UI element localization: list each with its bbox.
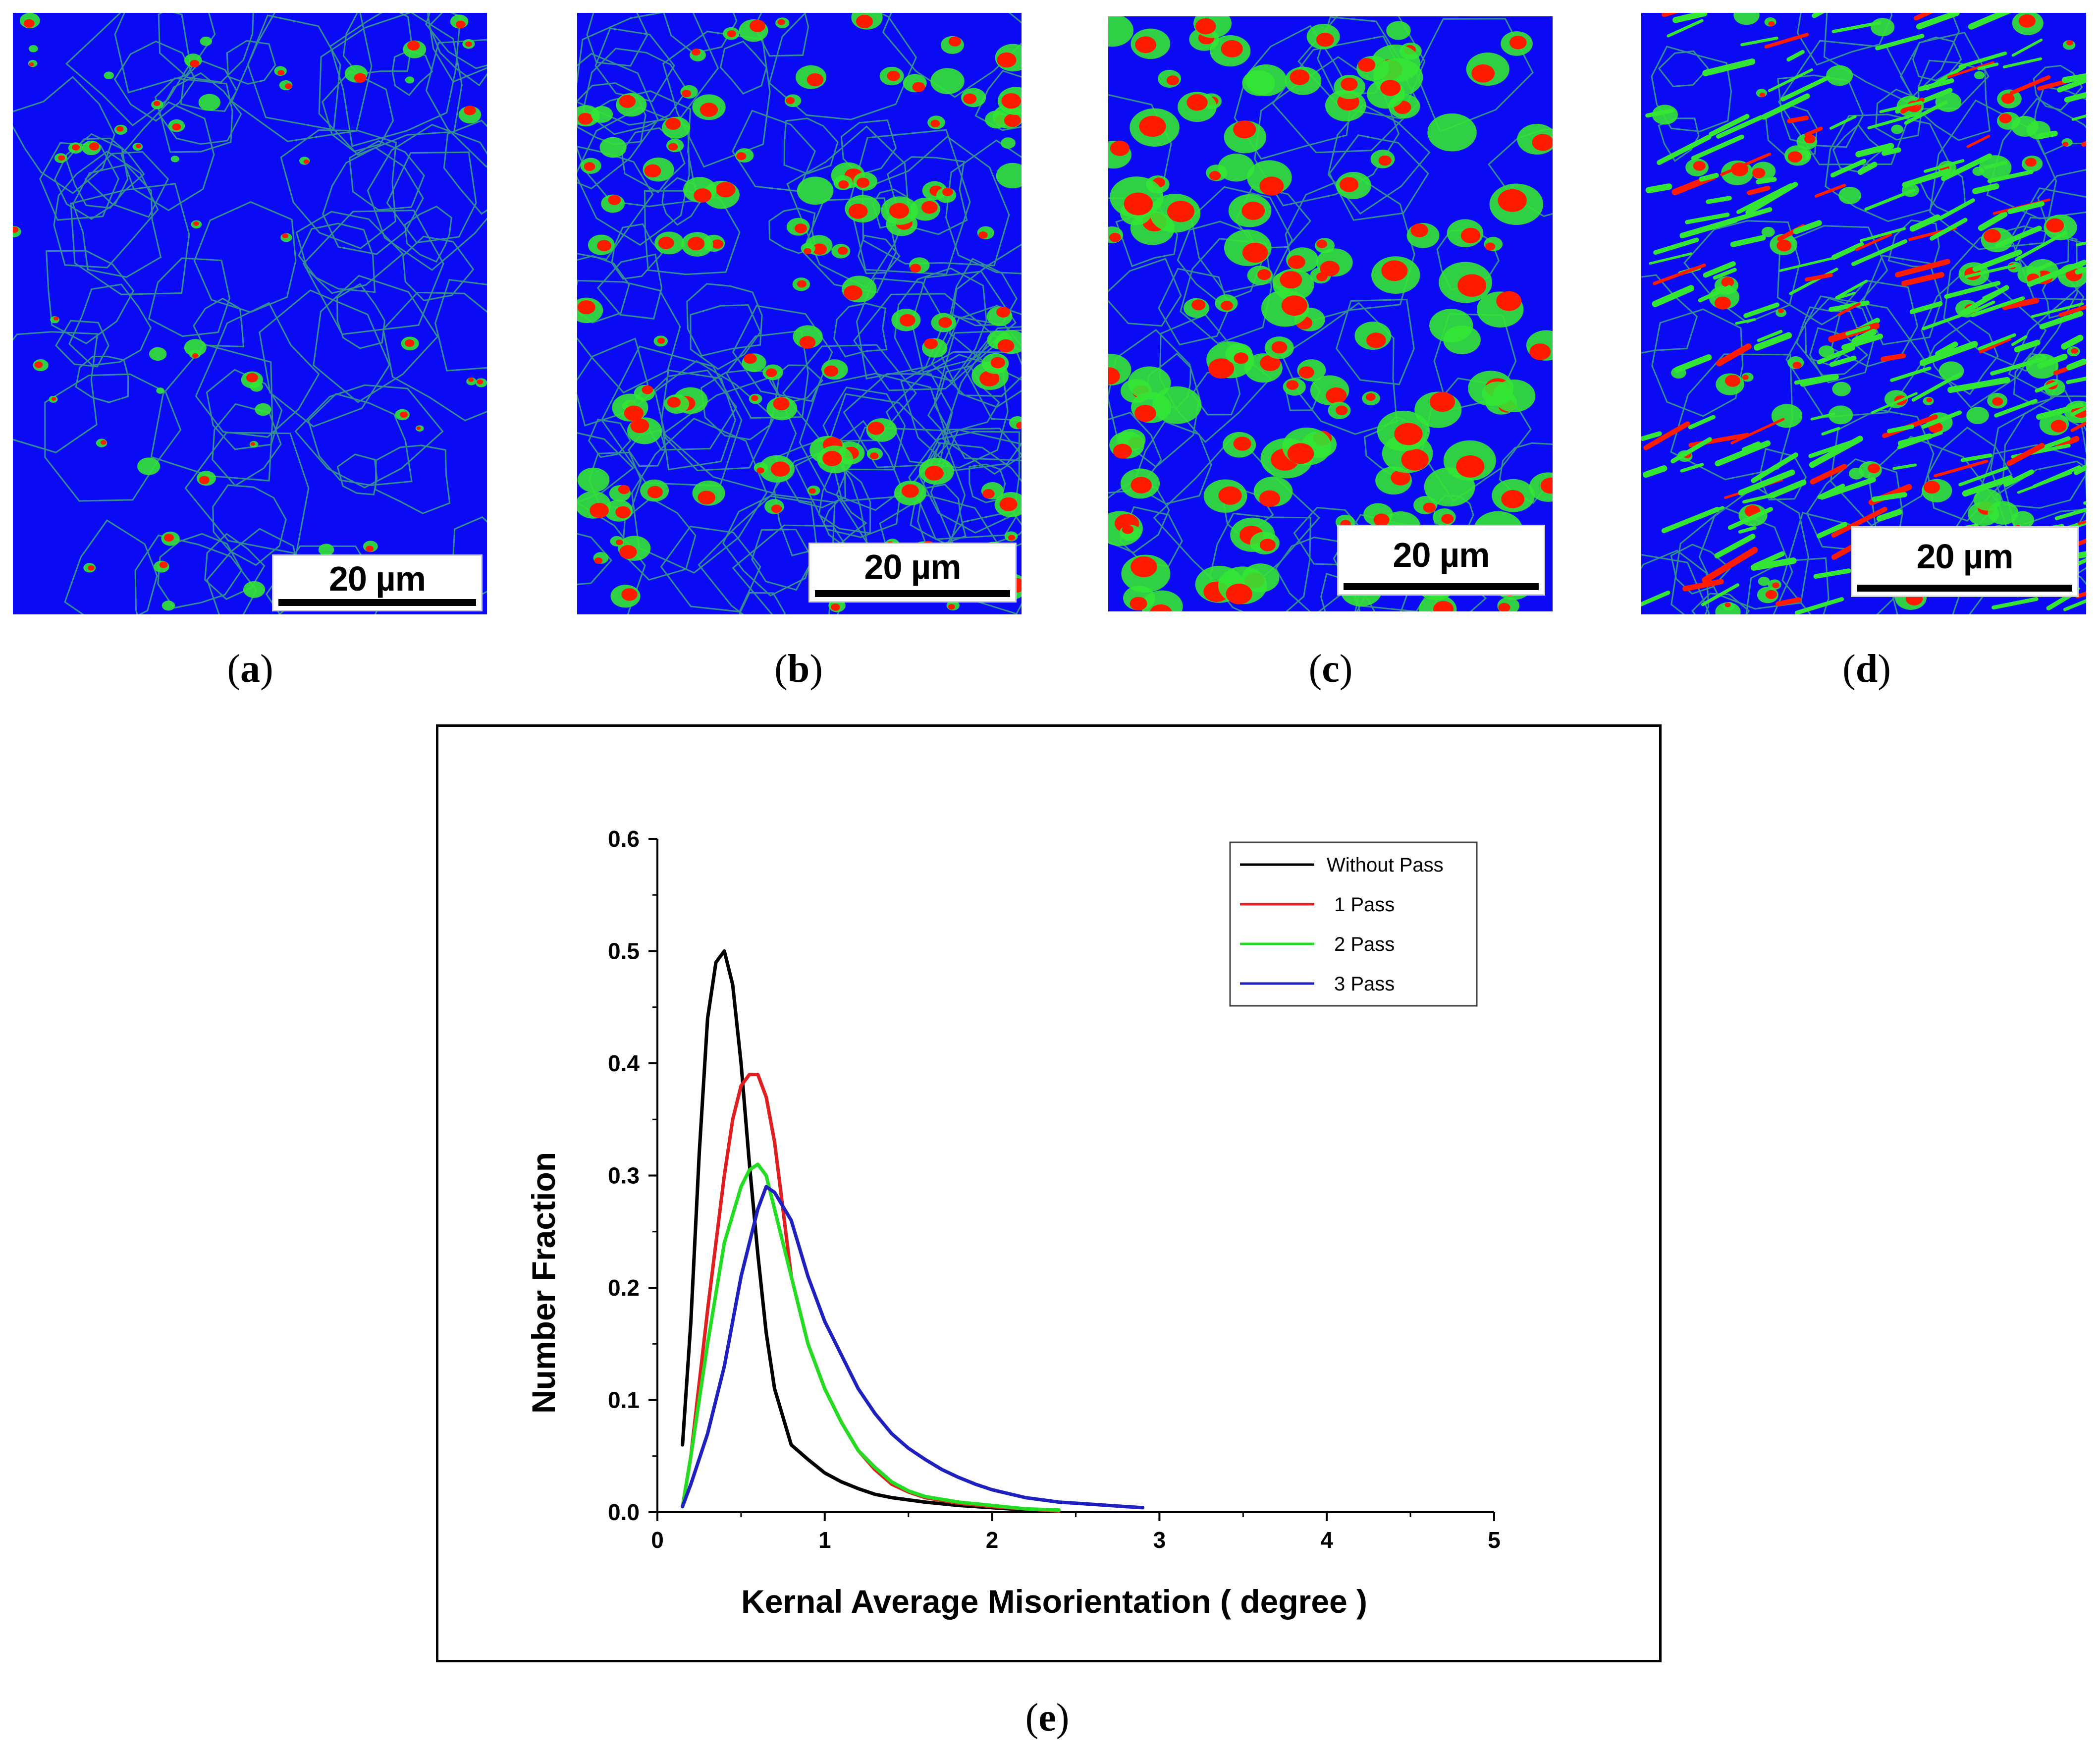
legend-box <box>1229 841 1478 1007</box>
x-tick-label: 0 <box>651 1527 664 1553</box>
ebsd-map-d <box>1641 13 2086 614</box>
x-tick-label: 1 <box>818 1527 831 1553</box>
scale-bar-line <box>815 590 1010 597</box>
legend-label: 2 Pass <box>1334 933 1395 955</box>
series-line-2-pass <box>681 1162 1061 1512</box>
ebsd-map-d-texture <box>1641 13 2086 614</box>
y-tick-label: 0.1 <box>608 1387 640 1413</box>
x-tick-label: 2 <box>986 1527 999 1553</box>
x-tick-label: 4 <box>1320 1527 1333 1553</box>
y-tick-label: 0.4 <box>608 1050 640 1076</box>
scale-bar-c: 20 µm <box>1337 525 1545 596</box>
scale-bar-a: 20 µm <box>272 554 483 611</box>
y-tick-label: 0.6 <box>608 826 640 852</box>
y-tick-label: 0.0 <box>608 1499 640 1525</box>
panel-label-e: (e) <box>1025 1696 1070 1740</box>
scale-bar-line <box>1344 583 1539 590</box>
kam-chart: 0 1 2 3 4 5 0.0 0.1 0.2 0.3 0.4 0.5 0.6 Without Pass… <box>436 724 1662 1662</box>
y-tick-label: 0.5 <box>608 938 640 964</box>
ebsd-map-b <box>577 13 1022 614</box>
scale-bar-label: 20 µm <box>1393 536 1490 574</box>
ebsd-map-b-texture <box>577 13 1022 614</box>
ebsd-map-c <box>1108 16 1553 611</box>
scale-bar-b: 20 µm <box>808 543 1017 603</box>
ebsd-map-a-texture <box>13 13 487 614</box>
x-tick-label: 5 <box>1488 1527 1501 1553</box>
series-line-without-pass <box>681 949 1061 1513</box>
scale-bar-label: 20 µm <box>329 559 426 598</box>
scale-bar-d: 20 µm <box>1851 526 2079 597</box>
y-axis-title: Number Fraction <box>525 1152 562 1414</box>
ebsd-map-a <box>13 13 487 614</box>
panel-label-c: (c) <box>1308 647 1353 691</box>
legend-label: 3 Pass <box>1334 973 1395 995</box>
scale-bar-line <box>1857 585 2072 592</box>
scale-bar-label: 20 µm <box>864 548 962 586</box>
y-tick-label: 0.2 <box>608 1275 640 1301</box>
scale-bar-line <box>278 599 476 606</box>
panel-label-d: (d) <box>1842 647 1891 691</box>
series-line-3-pass <box>681 1185 1145 1510</box>
scale-bar-label: 20 µm <box>1916 537 2014 576</box>
panel-label-b: (b) <box>774 647 823 691</box>
x-tick-label: 3 <box>1153 1527 1166 1553</box>
x-axis-title: Kernal Average Misorientation ( degree ) <box>741 1583 1367 1620</box>
y-tick-label: 0.3 <box>608 1163 640 1189</box>
legend-label: 1 Pass <box>1334 894 1395 916</box>
panel-label-a: (a) <box>227 647 273 691</box>
ebsd-map-c-texture <box>1108 16 1553 611</box>
legend-label: Without Pass <box>1327 854 1444 876</box>
kam-chart-svg: 0 1 2 3 4 5 0.0 0.1 0.2 0.3 0.4 0.5 0.6 Without Pass… <box>525 826 1501 1620</box>
